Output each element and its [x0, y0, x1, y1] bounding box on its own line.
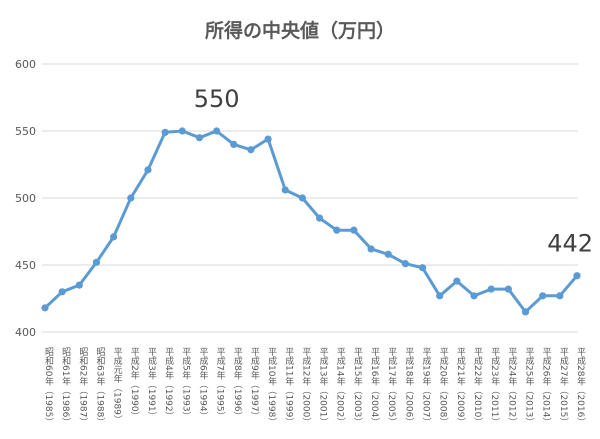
data-point [453, 277, 461, 285]
x-tick-label: 平成13年（2001） [318, 347, 329, 426]
x-tick-label: 平成28年（2016） [575, 347, 586, 426]
data-point [75, 281, 83, 289]
x-tick-label: 昭和61年（1986） [60, 347, 71, 426]
data-point [418, 264, 427, 272]
x-tick-label: 平成9年（1997） [249, 347, 260, 421]
x-tick-label: 平成3年（1991） [146, 347, 157, 421]
x-tick-label: 平成23年（2011） [489, 347, 500, 426]
data-point [144, 166, 152, 174]
x-tick-label: 平成26年（2014） [541, 347, 552, 426]
x-tick-label: 平成19年（2007） [421, 347, 432, 426]
data-point [178, 127, 186, 135]
data-point [247, 146, 255, 154]
x-tick-label: 平成24年（2012） [506, 347, 517, 426]
y-tick-label: 400 [15, 326, 36, 339]
x-tick-label: 平成16年（2004） [369, 347, 380, 426]
data-point [539, 292, 547, 300]
data-point [161, 128, 169, 136]
data-point [264, 135, 272, 143]
data-point [58, 288, 66, 296]
data-point [41, 304, 49, 312]
data-points [41, 127, 581, 316]
x-tick-label: 平成21年（2009） [455, 347, 466, 426]
x-tick-label: 平成元年（1989） [112, 347, 123, 424]
annotations: 550 442 [194, 85, 593, 258]
data-point [367, 245, 375, 253]
gridlines [42, 63, 578, 333]
x-tick-label: 昭和63年（1988） [94, 347, 105, 426]
data-point [436, 292, 444, 300]
x-tick-label: 平成18年（2006） [403, 347, 414, 426]
data-point [521, 308, 530, 316]
chart-title: 所得の中央値（万円） [205, 19, 395, 42]
data-point [127, 194, 135, 202]
x-tick-label: 平成27年（2015） [558, 347, 569, 426]
data-point [195, 134, 204, 142]
data-point [315, 214, 324, 222]
x-tick-label: 平成22年（2010） [472, 347, 483, 426]
y-axis-ticks: 400 450 500 550 600 [15, 58, 36, 339]
data-point [230, 140, 238, 148]
y-tick-label: 600 [15, 58, 36, 71]
data-point [487, 285, 495, 293]
data-point [350, 226, 358, 234]
data-point [504, 285, 512, 293]
x-tick-label: 平成7年（1995） [215, 347, 226, 421]
x-tick-label: 昭和62年（1987） [77, 347, 88, 426]
data-point [573, 272, 581, 280]
series-line [43, 129, 579, 314]
data-point [298, 194, 307, 202]
y-tick-label: 500 [15, 192, 36, 205]
data-point [556, 292, 564, 300]
x-tick-label: 平成25年（2013） [524, 347, 535, 426]
data-point [110, 233, 118, 241]
x-tick-label: 平成14年（2002） [335, 347, 346, 426]
x-tick-label: 昭和60年（1985） [43, 347, 54, 426]
x-tick-label: 平成17年（2005） [386, 347, 397, 426]
x-tick-label: 平成8年（1996） [232, 347, 243, 421]
data-point [213, 127, 221, 135]
data-point [281, 186, 289, 194]
x-axis-ticks: 昭和60年（1985） 昭和61年（1986） 昭和62年（1987） 昭和63年（1… [43, 347, 586, 426]
data-point [470, 292, 478, 300]
x-tick-label: 平成6年（1994） [197, 347, 208, 421]
y-tick-label: 450 [15, 259, 36, 272]
data-point [92, 258, 101, 266]
value-annotation: 442 [547, 230, 593, 258]
series-line-layer [43, 129, 579, 314]
x-tick-label: 平成2年（1990） [129, 347, 140, 421]
x-tick-label: 平成10年（1998） [266, 347, 277, 426]
data-point [384, 250, 392, 258]
x-tick-label: 平成12年（2000） [300, 347, 311, 426]
x-tick-label: 平成20年（2008） [438, 347, 449, 426]
y-tick-label: 550 [15, 125, 36, 138]
x-tick-label: 平成15年（2003） [352, 347, 363, 426]
value-annotation: 550 [194, 85, 240, 113]
data-point [333, 226, 341, 234]
data-point [401, 260, 409, 268]
x-tick-label: 平成5年（1993） [180, 347, 191, 421]
x-tick-label: 平成4年（1992） [163, 347, 174, 421]
x-tick-label: 平成11年（1999） [283, 347, 294, 426]
